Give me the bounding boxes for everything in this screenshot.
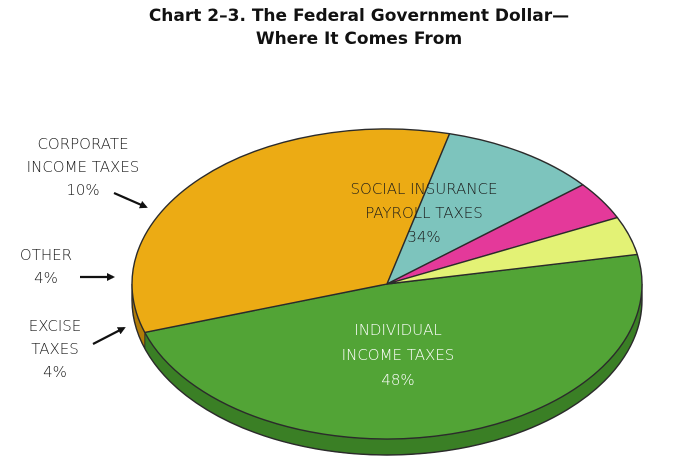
pie-slice-label: INDIVIDUAL INCOME TAXES 48% bbox=[342, 321, 455, 389]
pie-slice-label-line: INCOME TAXES bbox=[342, 346, 455, 364]
pie-slice-value: 10% bbox=[66, 181, 99, 199]
pie-slice-value: 4% bbox=[34, 269, 58, 287]
pie-slice bbox=[386, 216, 639, 285]
label-arrow bbox=[113, 191, 148, 209]
pie-slice-label: CORPORATE INCOME TAXES 10% bbox=[27, 135, 140, 199]
label-arrow bbox=[92, 327, 126, 345]
chart-title-line-2: Where It Comes From bbox=[255, 29, 463, 49]
pie-slice-value: 4% bbox=[43, 363, 67, 381]
pie-slice-label-line: EXCISE bbox=[29, 317, 82, 335]
pie-slice bbox=[144, 253, 643, 440]
pie-slice-value: 48% bbox=[381, 371, 414, 389]
pie-slice-label: EXCISE TAXES 4% bbox=[29, 317, 82, 381]
chart-title-line-1: Chart 2–3. The Federal Government Dollar… bbox=[148, 6, 570, 26]
pie-slice-value: 34% bbox=[407, 228, 440, 246]
pie-slice-label-line: PAYROLL TAXES bbox=[365, 204, 483, 222]
pie-slice bbox=[386, 133, 584, 285]
pie-slice-label-line: TAXES bbox=[31, 340, 79, 358]
pie-slice-label-line: SOCIAL INSURANCE bbox=[350, 180, 497, 198]
pie-rim bbox=[131, 284, 643, 456]
pie-slice-label: OTHER 4% bbox=[20, 246, 72, 287]
pie-slice-label-line: INCOME TAXES bbox=[27, 158, 140, 176]
pie-slice-label-line: OTHER bbox=[20, 246, 72, 264]
pie-slice-label-line: INDIVIDUAL bbox=[354, 321, 441, 339]
pie-slice bbox=[131, 128, 451, 334]
pie-slice-label-line: CORPORATE bbox=[37, 135, 128, 153]
pie-slice-label: SOCIAL INSURANCE PAYROLL TAXES 34% bbox=[350, 180, 497, 246]
